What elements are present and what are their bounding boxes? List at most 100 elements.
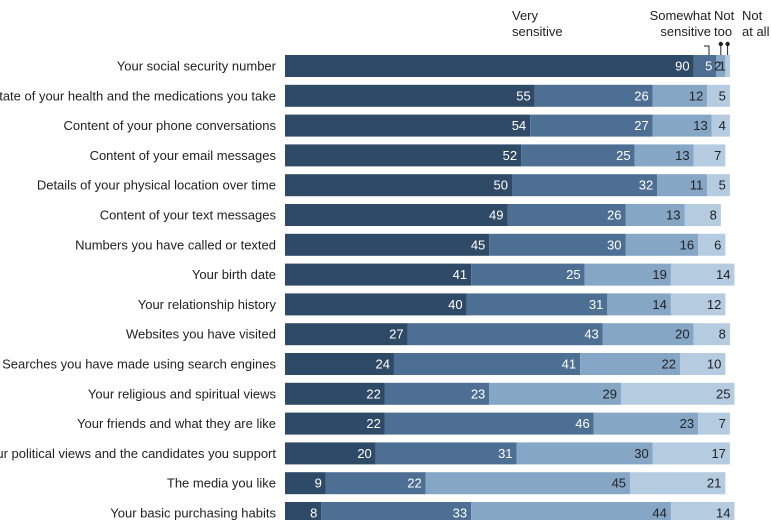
bar-segment	[489, 233, 626, 256]
data-label: 31	[589, 297, 603, 312]
bar-segment	[711, 114, 730, 137]
legend-leader-dot	[718, 41, 723, 47]
bar-segment	[534, 84, 653, 107]
bar-segment	[584, 263, 671, 286]
data-label: 21	[707, 476, 721, 491]
bar-segment	[652, 442, 730, 465]
category-label: Content of your text messages	[100, 208, 277, 223]
bar-segment	[716, 55, 726, 77]
bar-segment	[625, 233, 699, 256]
bar-segment	[285, 114, 531, 137]
data-label: 12	[707, 297, 721, 312]
category-label: Details of your physical location over t…	[37, 178, 276, 193]
bar-segment	[652, 114, 712, 137]
bar-segment	[602, 323, 694, 346]
bar-segment	[285, 382, 385, 405]
data-label: 10	[707, 357, 721, 372]
data-label: 27	[389, 327, 403, 342]
data-label: 25	[716, 386, 730, 401]
bar-segment	[285, 174, 512, 197]
legend-label: Somewhat	[650, 8, 712, 23]
data-label: 46	[575, 416, 589, 431]
data-label: 22	[366, 386, 380, 401]
bar-segment	[375, 442, 517, 465]
data-label: 23	[680, 416, 694, 431]
bar-segment	[652, 84, 708, 107]
bar-segment	[725, 55, 730, 77]
bar-segment	[634, 144, 694, 167]
bar-segment	[285, 472, 326, 495]
data-label: 2	[714, 59, 721, 74]
data-label: 32	[639, 178, 653, 193]
bar-segment	[285, 442, 376, 465]
data-label: 23	[471, 386, 485, 401]
data-label: 14	[716, 506, 730, 520]
bar-segment	[285, 412, 385, 435]
data-label: 16	[680, 237, 694, 252]
legend-label: too	[714, 24, 732, 39]
bar-segment	[321, 502, 472, 520]
category-label: Searches you have made using search engi…	[2, 357, 276, 372]
bar-segment	[285, 353, 394, 375]
bar-segment	[384, 412, 594, 435]
data-label: 49	[489, 208, 503, 223]
data-label: 24	[375, 357, 389, 372]
data-label: 52	[503, 148, 517, 163]
bar-segment	[285, 233, 490, 256]
data-label: 1	[719, 59, 726, 74]
bar-segment	[471, 263, 585, 286]
data-label: 22	[662, 357, 676, 372]
bar-segment	[698, 412, 730, 435]
bar-segment	[285, 293, 467, 316]
data-label: 20	[357, 446, 371, 461]
bar-segment	[471, 502, 671, 520]
data-label: 13	[666, 208, 680, 223]
bar-segment	[679, 353, 726, 375]
bar-segment	[670, 502, 735, 520]
category-label: Your birth date	[192, 267, 276, 282]
bar-segment	[625, 204, 685, 226]
data-label: 22	[366, 416, 380, 431]
data-label: 13	[675, 148, 689, 163]
data-label: 19	[652, 267, 666, 282]
data-label: 29	[602, 386, 616, 401]
category-label: Your friends and what they are like	[77, 416, 276, 431]
category-label: Your political views and the candidates …	[0, 446, 276, 461]
bar-segment	[425, 472, 631, 495]
category-label: Your religious and spiritual views	[88, 386, 277, 401]
category-label: Content of your email messages	[90, 148, 277, 163]
data-label: 5	[719, 88, 726, 103]
bar-segment	[630, 472, 726, 495]
data-label: 4	[719, 118, 726, 133]
bar-segment	[384, 382, 490, 405]
data-label: 8	[310, 506, 317, 520]
bar-segment	[693, 55, 717, 77]
bar-segment	[512, 174, 658, 197]
data-label: 5	[719, 178, 726, 193]
category-label: Your basic purchasing habits	[110, 506, 276, 520]
data-label: 7	[714, 148, 721, 163]
data-label: 14	[716, 267, 730, 282]
data-label: 25	[566, 267, 580, 282]
category-label: Your social security number	[117, 59, 277, 74]
category-label: Content of your phone conversations	[64, 118, 277, 133]
data-label: 43	[584, 327, 598, 342]
data-label: 6	[714, 237, 721, 252]
legend-label: sensitive	[660, 24, 711, 39]
bar-segment	[693, 323, 730, 346]
data-label: 40	[448, 297, 462, 312]
data-label: 90	[675, 59, 689, 74]
data-label: 9	[315, 476, 322, 491]
bar-segment	[285, 204, 508, 226]
data-label: 30	[607, 237, 621, 252]
bar-segment	[670, 293, 726, 316]
legend-label: sensitive	[512, 24, 563, 39]
bar-segment	[489, 382, 621, 405]
bar-segment	[607, 293, 671, 316]
data-label: 12	[689, 88, 703, 103]
bar-segment	[657, 174, 708, 197]
bar-segment	[393, 353, 581, 375]
bar-segment	[466, 293, 608, 316]
